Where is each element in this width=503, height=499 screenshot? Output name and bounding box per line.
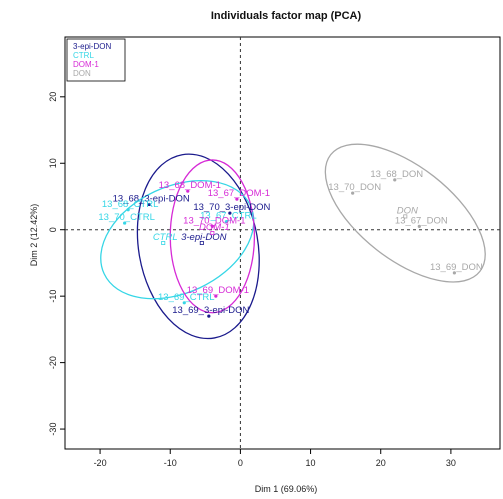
centroid-label: CTRL bbox=[153, 232, 178, 243]
data-point bbox=[351, 191, 355, 195]
data-point bbox=[186, 189, 190, 193]
y-axis-label: Dim 2 (12.42%) bbox=[29, 204, 39, 267]
data-point bbox=[126, 208, 130, 212]
data-point bbox=[123, 221, 127, 225]
y-tick-label: 0 bbox=[48, 227, 58, 232]
confidence-ellipse bbox=[169, 159, 256, 314]
data-point bbox=[182, 301, 186, 305]
point-label: 13_69_DOM-1 bbox=[187, 285, 249, 296]
point-label: 13_68_3-epi-DON bbox=[113, 193, 190, 204]
data-point bbox=[210, 224, 214, 228]
point-label: 13_70_CTRL bbox=[98, 212, 155, 223]
point-label: 13_68_DON bbox=[370, 169, 423, 180]
point-label: 13_67_CTRL bbox=[200, 211, 257, 222]
centroid-marker bbox=[403, 214, 408, 219]
confidence-ellipse bbox=[136, 153, 260, 340]
plot-frame bbox=[64, 36, 501, 450]
data-point bbox=[393, 178, 397, 182]
point-label: 13_70_DON bbox=[328, 182, 381, 193]
point-label: 13_70_DOM-1 bbox=[183, 215, 245, 226]
x-tick-label: 30 bbox=[446, 458, 456, 468]
point-label: 13_70_3-epi-DON bbox=[193, 202, 270, 213]
x-tick-label: 10 bbox=[306, 458, 316, 468]
data-point bbox=[147, 202, 151, 207]
centroid-marker bbox=[210, 231, 215, 236]
confidence-ellipse bbox=[324, 143, 486, 283]
point-label: 13_67_DON bbox=[395, 215, 448, 226]
x-axis-label: Dim 1 (69.06%) bbox=[255, 484, 318, 494]
data-point bbox=[207, 314, 211, 318]
legend-entry: CTRL bbox=[73, 51, 94, 60]
data-point bbox=[228, 211, 232, 215]
centroid-label: 3-epi-DON bbox=[181, 232, 227, 243]
point-label: 13_69_CTRL bbox=[158, 292, 215, 303]
legend-entry: DOM-1 bbox=[73, 60, 99, 69]
legend-box bbox=[66, 38, 126, 82]
legend-entry: 3-epi-DON bbox=[73, 42, 111, 51]
x-tick-label: 20 bbox=[376, 458, 386, 468]
y-tick-label: -20 bbox=[48, 356, 58, 369]
centroid-label: DON bbox=[397, 205, 418, 216]
data-point bbox=[417, 224, 421, 228]
x-tick-label: -10 bbox=[164, 458, 177, 468]
point-label: 13_69_DON bbox=[430, 262, 483, 273]
centroid-label: DOM-1 bbox=[199, 222, 230, 233]
plot-area: -20 -10 0 10 20 30 -30 -20 -10 0 10 20 13_68_3-epi-D… bbox=[48, 36, 501, 468]
y-tick-label: 10 bbox=[48, 158, 58, 168]
x-tick-label: -20 bbox=[94, 458, 107, 468]
centroid-marker bbox=[161, 240, 166, 245]
data-point bbox=[235, 197, 239, 201]
y-tick-label: -10 bbox=[48, 290, 58, 303]
chart-title: Individuals factor map (PCA) bbox=[211, 10, 362, 22]
point-label: 13_69_3-epi-DON bbox=[172, 305, 249, 316]
data-point bbox=[452, 271, 456, 275]
y-tick-label: 20 bbox=[48, 92, 58, 102]
data-point bbox=[224, 220, 228, 224]
legend-entry: DON bbox=[73, 69, 91, 78]
centroid-marker bbox=[199, 240, 204, 245]
y-tick-label: -30 bbox=[48, 423, 58, 436]
point-label: 13_68_DOM-1 bbox=[159, 180, 221, 191]
x-tick-label: 0 bbox=[238, 458, 243, 468]
point-label: 13_68_CTRL bbox=[102, 199, 159, 210]
point-label: 13_67_DOM-1 bbox=[208, 188, 270, 199]
data-point bbox=[214, 294, 218, 298]
